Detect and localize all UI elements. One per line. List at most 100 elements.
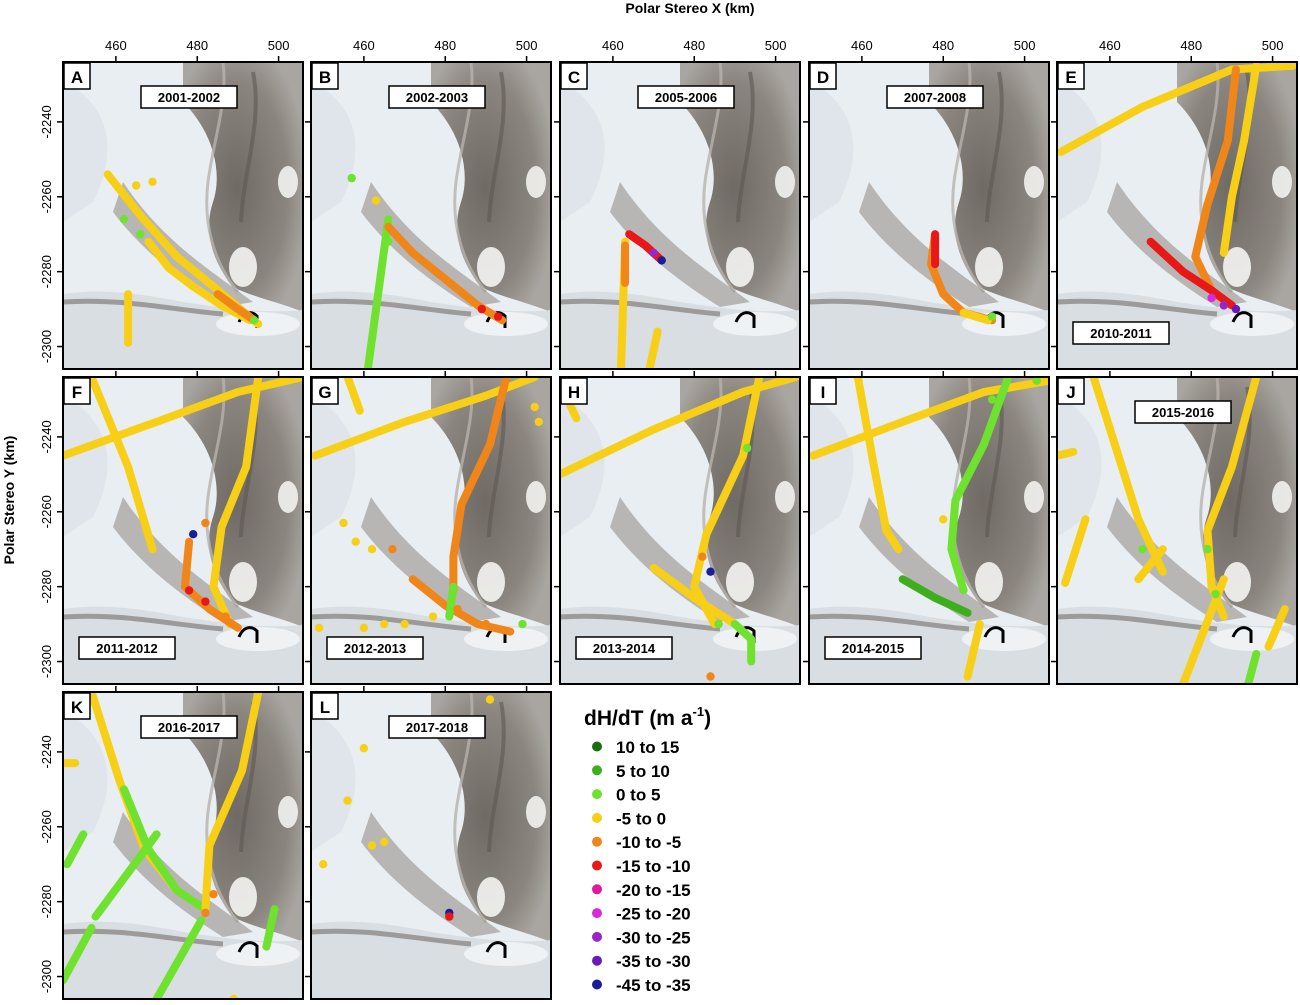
legend-label: -20 to -15 [616, 881, 691, 900]
dhdt-track [1057, 62, 1297, 156]
flow-stripe [1199, 62, 1234, 293]
legend-label: -45 to -35 [616, 976, 691, 995]
x-tick-label: 480 [186, 38, 208, 53]
dhdt-track [144, 237, 255, 325]
legend: dH/dT (m a-1) 10 to 15 5 to 10 0 to 5 -5 to … [584, 704, 711, 995]
panel-image [311, 692, 551, 999]
year-label-box [575, 636, 673, 660]
panel-image [63, 62, 303, 369]
panel-letter-box [63, 377, 91, 405]
legend-label: -35 to -30 [616, 952, 691, 971]
y-tick-label: -2240 [39, 420, 54, 453]
snow-shade [809, 80, 854, 222]
coast-rock [560, 298, 721, 317]
dhdt-point [347, 173, 356, 183]
panel-frame [808, 61, 1050, 370]
dhdt-point [343, 796, 352, 805]
dhdt-track [1264, 605, 1289, 651]
panel-a: A 2001-2002 460 480 500 -2240 -2260 -2280 -2300 [39, 38, 304, 370]
panel-letter-box [1057, 377, 1085, 405]
panel-b: B 2002-2003 460 480 500 [305, 38, 552, 370]
y-tick-label: -2300 [39, 960, 54, 993]
panel-image [1057, 62, 1297, 369]
dhdt-track [809, 377, 1049, 460]
y-tick-label: -2280 [39, 885, 54, 918]
dhdt-track [959, 308, 992, 325]
panel-j: J 2015-2016 [1051, 371, 1298, 685]
panel-letter: I [821, 383, 826, 402]
panel-letter-box [311, 62, 339, 90]
x-tick-label: 460 [105, 38, 127, 53]
coast-rock [63, 928, 224, 947]
snow-patch [526, 481, 546, 513]
year-label: 2012-2013 [344, 641, 406, 656]
x-tick-label: 460 [1099, 38, 1121, 53]
dhdt-point [1231, 304, 1241, 314]
dhdt-track [408, 575, 515, 636]
x-tick-label: 500 [1262, 38, 1284, 53]
dhdt-track [213, 290, 259, 325]
dhdt-point [359, 744, 369, 753]
legend-label: -5 to 0 [616, 809, 666, 828]
panel-letter: A [71, 68, 83, 87]
dhdt-point [453, 604, 462, 614]
legend-title-end: ) [704, 707, 711, 730]
dhdt-point [388, 545, 397, 554]
calving-front-line [237, 626, 259, 643]
dhdt-point [657, 256, 666, 265]
flow-stripe [239, 71, 258, 223]
panel-letter: K [71, 698, 84, 717]
dhdt-track [63, 830, 88, 869]
dhdt-point [1203, 545, 1212, 554]
fjord-ice [809, 291, 1049, 369]
calving-front-line [734, 626, 756, 643]
coast-rock [311, 298, 472, 317]
snow-patch [1272, 166, 1292, 198]
year-label: 2002-2003 [406, 90, 468, 105]
snow-patch [1024, 166, 1044, 198]
coast-rock [1057, 298, 1218, 317]
snow-shade [63, 80, 108, 222]
glacier-tongue [113, 812, 253, 937]
legend-swatch [592, 884, 602, 895]
coast-rock [1057, 613, 1218, 632]
x-tick-label: 500 [765, 38, 787, 53]
x-tick-label: 500 [516, 38, 538, 53]
snow-patch [975, 247, 1003, 287]
dhdt-track [152, 916, 206, 999]
dhdt-track [1244, 650, 1261, 684]
dhdt-point [698, 552, 707, 561]
dhdt-point [367, 545, 377, 554]
panel-letter-box [560, 377, 588, 405]
year-label-box [326, 636, 424, 660]
snow-shade [809, 395, 854, 537]
glacier-tongue [361, 182, 501, 307]
panel-letter: J [1066, 383, 1075, 402]
dhdt-point [380, 619, 389, 629]
panel-letter: B [319, 68, 331, 87]
panel-letter: G [318, 383, 331, 402]
year-label-box [388, 85, 486, 109]
panel-image [809, 62, 1049, 369]
x-tick-label: 460 [353, 38, 375, 53]
dhdt-point [148, 177, 157, 186]
snow-shade [1057, 395, 1102, 537]
panel-letter: C [568, 68, 580, 87]
dhdt-point [481, 619, 491, 629]
dhdt-track [445, 582, 458, 621]
snow-patch [1272, 481, 1292, 513]
coast-rock [809, 613, 970, 632]
panel-frame [310, 376, 552, 685]
calving-front-line [1231, 311, 1253, 328]
flow-stripe [736, 71, 755, 223]
snow-shade [1057, 80, 1102, 222]
calving-front-line [485, 941, 507, 958]
dhdt-track [853, 377, 903, 554]
snow-shade [311, 80, 356, 222]
snow-patch [726, 247, 754, 287]
panel-letter-box [809, 62, 837, 90]
snow-patch [278, 166, 298, 198]
glacier-tongue [859, 497, 999, 622]
dhdt-point [1032, 377, 1041, 385]
dhdt-track [209, 377, 263, 629]
